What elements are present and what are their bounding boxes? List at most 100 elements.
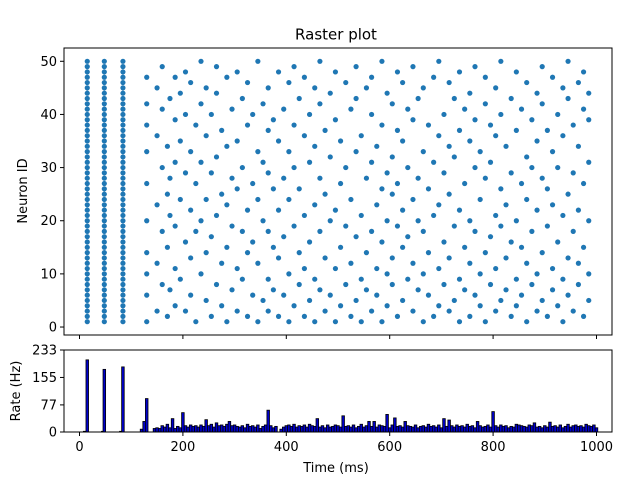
raster-dot-394 bbox=[586, 297, 592, 304]
raster-dot-364 bbox=[549, 149, 556, 155]
raster-dot-sync-0-49 bbox=[84, 64, 90, 70]
raster-dot-160 bbox=[317, 175, 323, 181]
raster-dot-13 bbox=[154, 133, 160, 139]
raster-dot-82 bbox=[229, 175, 235, 181]
raster-dot-177 bbox=[337, 244, 344, 250]
raster-dot-107 bbox=[260, 297, 266, 304]
raster-dot-152 bbox=[306, 111, 313, 118]
raster-dot-294 bbox=[472, 228, 478, 234]
raster-dot-337 bbox=[518, 106, 525, 112]
raster-dot-350 bbox=[534, 138, 540, 144]
raster-dot-208 bbox=[374, 202, 380, 208]
raster-dot-sync-0-11 bbox=[84, 265, 90, 272]
rate-ytick-label-3: 233 bbox=[32, 344, 57, 359]
raster-dot-91 bbox=[239, 164, 245, 171]
raster-dot-14 bbox=[154, 85, 160, 91]
raster-dot-110 bbox=[260, 101, 266, 107]
raster-dot-373 bbox=[560, 133, 566, 139]
raster-dot-28 bbox=[172, 303, 178, 309]
raster-dot-211 bbox=[379, 239, 385, 245]
raster-dot-164 bbox=[322, 255, 328, 261]
rate-frame bbox=[63, 349, 613, 433]
raster-dot-303 bbox=[482, 250, 488, 256]
raster-x-axis bbox=[79, 335, 597, 339]
raster-dot-323 bbox=[503, 202, 509, 208]
raster-dot-113 bbox=[265, 228, 271, 234]
raster-dot-131 bbox=[286, 271, 292, 277]
raster-dot-165 bbox=[322, 191, 328, 197]
raster-dot-371 bbox=[560, 276, 566, 282]
raster-dot-227 bbox=[394, 180, 401, 187]
raster-dot-274 bbox=[446, 79, 452, 86]
raster-dot-sync-1-22 bbox=[101, 207, 107, 213]
raster-dot-53 bbox=[198, 218, 204, 224]
rate-histogram: 0 77 155 233 0 200 400 600 800 1000 Rate (Hz) Ti… bbox=[9, 344, 613, 477]
raster-dot-32 bbox=[172, 117, 178, 123]
raster-dot-313 bbox=[493, 212, 499, 219]
rate-xtick-label-1: 200 bbox=[170, 440, 195, 455]
raster-dot-3 bbox=[144, 250, 150, 256]
raster-dot-sync-1-33 bbox=[101, 149, 107, 155]
raster-dot-sync-1-39 bbox=[101, 117, 107, 123]
raster-dot-334 bbox=[518, 292, 525, 298]
raster-dot-51 bbox=[193, 122, 199, 128]
raster-dot-71 bbox=[219, 303, 225, 309]
raster-dot-175 bbox=[332, 69, 339, 75]
raster-dot-140 bbox=[296, 281, 302, 288]
raster-dot-68 bbox=[213, 154, 220, 160]
raster-dot-sync-2-40 bbox=[120, 111, 126, 118]
raster-dot-317 bbox=[498, 223, 504, 229]
rate-xtick-label-4: 800 bbox=[481, 440, 506, 455]
raster-dot-sync-2-25 bbox=[120, 191, 126, 197]
raster-dot-sync-1-8 bbox=[101, 281, 107, 288]
raster-dot-256 bbox=[425, 122, 432, 128]
raster-dot-22 bbox=[164, 191, 170, 197]
raster-dot-126 bbox=[281, 292, 287, 298]
raster-dot-29 bbox=[172, 265, 178, 272]
raster-dot-sync-2-16 bbox=[120, 239, 126, 245]
raster-y-label: Neuron ID bbox=[16, 158, 31, 223]
raster-dot-sync-2-41 bbox=[120, 106, 126, 112]
raster-dot-101 bbox=[250, 111, 256, 118]
raster-dot-41 bbox=[182, 111, 189, 118]
raster-dot-207 bbox=[374, 265, 380, 272]
raster-dot-166 bbox=[322, 127, 328, 133]
raster-dot-sync-2-45 bbox=[120, 85, 126, 91]
raster-ytick-label-1: 10 bbox=[40, 267, 57, 282]
raster-dot-310 bbox=[487, 122, 494, 128]
rate-x-axis: 0 200 400 600 800 1000 bbox=[75, 432, 613, 455]
raster-dot-309 bbox=[487, 159, 494, 165]
raster-dot-255 bbox=[425, 186, 432, 192]
raster-dot-sync-2-7 bbox=[120, 287, 126, 293]
raster-dot-254 bbox=[425, 250, 432, 256]
raster-dot-272 bbox=[446, 191, 452, 197]
raster-dot-181 bbox=[343, 223, 349, 229]
raster-dot-sync-0-4 bbox=[84, 303, 90, 309]
raster-dot-130 bbox=[286, 319, 292, 325]
raster-dot-97 bbox=[244, 79, 251, 86]
raster-dot-85 bbox=[234, 265, 240, 272]
raster-dot-159 bbox=[317, 228, 323, 234]
raster-dot-139 bbox=[291, 64, 297, 70]
raster-dot-197 bbox=[363, 287, 370, 293]
raster-dot-9 bbox=[144, 74, 150, 80]
raster-dot-57 bbox=[203, 297, 209, 304]
raster-dot-229 bbox=[394, 69, 401, 75]
raster-dot-sync-1-36 bbox=[101, 133, 107, 139]
raster-dot-98 bbox=[250, 292, 256, 298]
raster-dot-120 bbox=[270, 117, 276, 123]
raster-dot-259 bbox=[431, 159, 437, 165]
raster-dot-sync-1-3 bbox=[101, 308, 107, 314]
raster-dot-220 bbox=[389, 281, 395, 288]
raster-dot-sync-2-42 bbox=[120, 101, 126, 107]
raster-dot-397 bbox=[586, 159, 592, 165]
raster-dot-345 bbox=[529, 164, 535, 171]
raster-dot-sync-1-40 bbox=[101, 111, 107, 118]
raster-dot-192 bbox=[353, 64, 359, 70]
raster-dot-sync-0-32 bbox=[84, 154, 90, 160]
raster-dot-sync-2-26 bbox=[120, 186, 126, 192]
raster-dot-332 bbox=[513, 127, 519, 133]
raster-dot-202 bbox=[369, 228, 375, 234]
raster-dot-194 bbox=[358, 276, 364, 282]
